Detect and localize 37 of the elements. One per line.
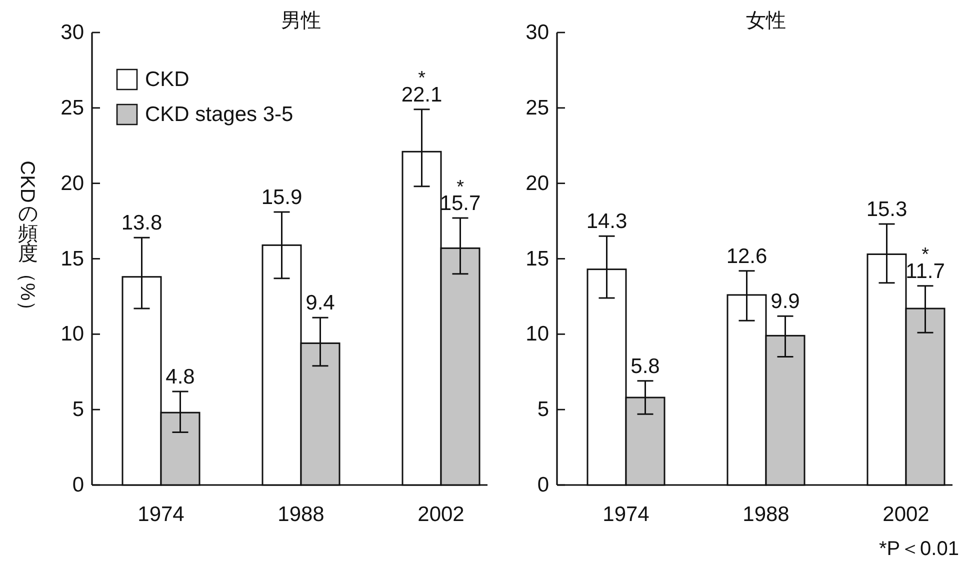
y-tick-label: 15 [60, 247, 84, 270]
data-label: 9.4 [306, 292, 336, 315]
y-tick-label: 30 [60, 21, 84, 44]
data-label: 14.3 [586, 210, 628, 234]
text: *P＜0.01 [878, 538, 959, 560]
y-tick-label: 20 [526, 172, 549, 195]
x-tick-label: 1988 [742, 503, 790, 526]
y-tick-label: 5 [72, 398, 84, 422]
data-label: * 11.7 [906, 244, 945, 283]
data-label: 4.8 [166, 365, 195, 388]
y-tick-label: 0 [72, 474, 84, 496]
data-label: 9.9 [770, 290, 800, 314]
y-tick-label: 25 [60, 96, 84, 120]
x-tick-label: 1974 [602, 503, 650, 526]
y-tick-label: 15 [526, 247, 549, 270]
x-tick-label: 1974 [138, 503, 185, 526]
y-tick-label: 0 [537, 474, 549, 496]
x-tick-label: 2002 [418, 503, 464, 526]
chart-title: 男性 [281, 10, 321, 32]
y-tick-label: 20 [60, 172, 84, 195]
y-tick-label: 10 [526, 322, 549, 346]
chart-title: 女性 [746, 10, 786, 32]
data-label: * 22.1 [401, 68, 442, 106]
y-tick-label: 30 [526, 21, 549, 44]
y-tick-label: 10 [60, 322, 84, 346]
data-label: * 15.7 [440, 176, 481, 216]
data-label: 15.9 [261, 186, 302, 209]
data-label: 15.3 [866, 198, 908, 222]
x-tick-label: 1988 [278, 503, 324, 526]
data-label: 12.6 [726, 244, 768, 268]
x-tick-label: 2002 [882, 503, 930, 526]
data-label: 5.8 [630, 354, 660, 378]
y-tick-label: 5 [537, 398, 549, 422]
y-tick-label: 25 [526, 96, 549, 120]
legend-label: CKD [145, 68, 190, 91]
data-label: 13.8 [121, 212, 162, 235]
legend-label: CKD stages 3-5 [145, 103, 294, 126]
